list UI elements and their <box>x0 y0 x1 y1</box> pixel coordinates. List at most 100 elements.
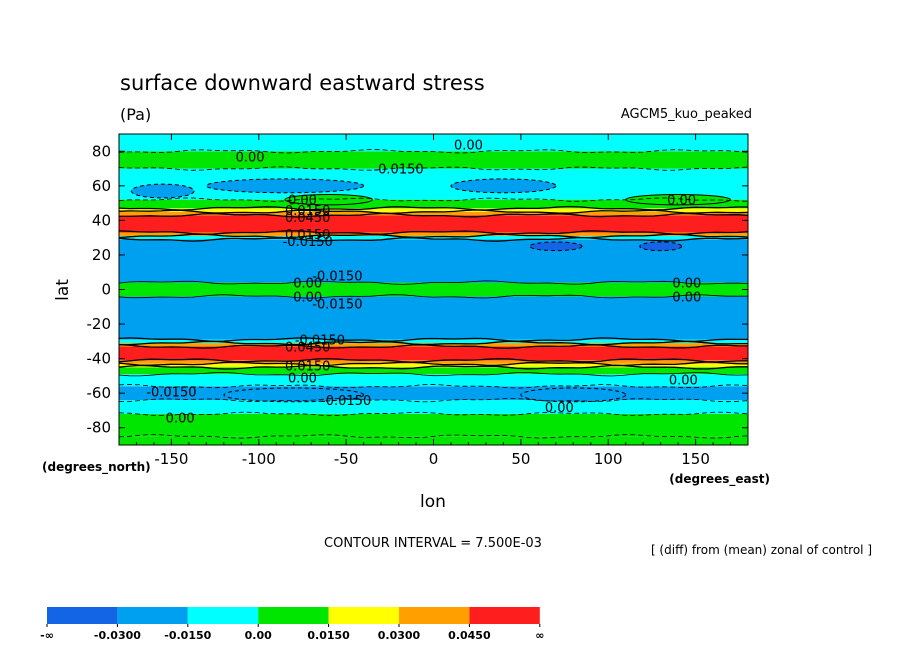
contour-line <box>119 212 748 218</box>
contour-line <box>119 397 748 403</box>
contour-label: 0.00 <box>288 194 317 209</box>
colorbar-label: 0.0300 <box>378 629 421 642</box>
contour-interval-text: CONTOUR INTERVAL = 7.500E-03 <box>324 536 542 551</box>
x-tick-label: 0 <box>429 450 439 468</box>
contour-band <box>119 134 748 152</box>
x-tick-label: -100 <box>242 450 276 468</box>
x-tick-label: 50 <box>511 450 530 468</box>
contour-line <box>119 166 748 171</box>
contour-label: 0.00 <box>236 150 265 165</box>
y-tick-label: 60 <box>92 177 111 195</box>
contour-label: -0.0150 <box>321 394 371 409</box>
contour-line <box>119 344 748 349</box>
contour-band <box>119 374 748 387</box>
y-tick-label: 80 <box>92 142 111 160</box>
contour-band <box>119 232 748 236</box>
contour-fill-patches <box>130 178 732 403</box>
contour-band <box>119 282 748 297</box>
contour-label: 0.00 <box>454 138 483 153</box>
contour-label: 0.00 <box>667 194 696 209</box>
contour-fill-bands <box>119 134 748 445</box>
y-tick-label: 40 <box>92 211 111 229</box>
colorbar-swatch <box>187 607 259 624</box>
x-tick-label: -50 <box>334 450 359 468</box>
contour-label: 0.00 <box>669 373 698 388</box>
plot-area: 0.000.00-0.01500.000.01500.04500.0150-0.… <box>87 133 749 468</box>
contour-band <box>119 199 748 209</box>
contour-label: 0.00 <box>545 401 574 416</box>
colorbar-swatch <box>47 607 118 624</box>
x-axis-label: lon <box>420 492 446 512</box>
contour-line <box>119 197 748 202</box>
contour-band <box>119 400 748 414</box>
contour-label: -0.0150 <box>283 235 333 250</box>
contour-label: -0.0150 <box>295 334 345 349</box>
contour-line <box>119 209 748 215</box>
contour-line <box>119 434 748 439</box>
contour-line <box>119 233 748 239</box>
contour-label: 0.00 <box>672 277 701 292</box>
contour-line <box>119 361 748 367</box>
y-axis-units: (degrees_north) <box>42 460 151 475</box>
contour-band <box>119 363 748 368</box>
contour-patch <box>450 178 557 194</box>
contour-band <box>119 360 748 364</box>
y-tick-label: -60 <box>87 384 112 402</box>
model-label: AGCM5_kuo_peaked <box>621 107 752 122</box>
y-axis-label: lat <box>53 279 73 301</box>
y-tick-label: -40 <box>87 350 112 368</box>
contour-label: 0.0450 <box>285 211 331 226</box>
contour-label: 0.0150 <box>285 204 331 219</box>
contour-line <box>119 371 748 377</box>
contour-label: 0.00 <box>293 290 322 305</box>
contour-patch <box>205 178 365 194</box>
contour-label: 0.0450 <box>285 341 331 356</box>
y-tick-label: 0 <box>101 281 111 299</box>
colorbar-swatch <box>328 607 399 624</box>
x-axis-ticks: -150 -100 -50 0 50 100 150 <box>118 134 749 468</box>
y-tick-label: 20 <box>92 246 111 264</box>
contour-label: 0.00 <box>672 290 701 305</box>
contour-patch <box>520 387 627 403</box>
contour-label: -0.0150 <box>146 385 196 400</box>
units-label: (Pa) <box>120 105 151 124</box>
contour-label: 0.0150 <box>285 360 331 375</box>
contour-lines <box>119 149 748 439</box>
contour-band <box>119 346 748 361</box>
contour-label: 0.00 <box>293 277 322 292</box>
contour-line <box>119 337 748 343</box>
colorbar-label: 0.0150 <box>307 629 350 642</box>
contour-labels: 0.000.00-0.01500.000.01500.04500.0150-0.… <box>146 138 701 426</box>
contour-line <box>119 411 748 417</box>
contour-band <box>119 413 748 437</box>
contour-label: 0.0150 <box>285 228 331 243</box>
chart-title: surface downward eastward stress <box>120 71 485 95</box>
contour-line <box>119 236 748 242</box>
contour-band <box>119 339 748 344</box>
contour-label: -0.0150 <box>312 297 362 312</box>
contour-band <box>119 296 748 340</box>
y-tick-label: -80 <box>87 419 112 437</box>
colorbar-swatch <box>399 607 470 624</box>
colorbar-label: -∞ <box>40 629 54 642</box>
contour-label: -0.0150 <box>312 270 362 285</box>
x-tick-label: -150 <box>154 450 188 468</box>
x-tick-label: 100 <box>594 450 623 468</box>
colorbar-swatch <box>469 607 540 624</box>
contour-line <box>119 357 748 363</box>
contour-band <box>119 151 748 169</box>
x-tick-label: 150 <box>681 450 710 468</box>
contour-patch <box>284 193 373 206</box>
contour-band <box>119 367 748 375</box>
contour-patch <box>130 183 195 199</box>
contour-label: -0.0150 <box>373 163 423 178</box>
contour-line <box>119 280 748 285</box>
contour-band <box>119 215 748 233</box>
contour-line <box>119 230 748 235</box>
y-tick-label: -20 <box>87 315 112 333</box>
footnote-text: [ (diff) from (mean) zonal of control ] <box>651 543 872 557</box>
colorbar-label: 0.0450 <box>448 629 491 642</box>
x-axis-units: (degrees_east) <box>669 472 770 487</box>
contour-patch <box>529 241 583 252</box>
